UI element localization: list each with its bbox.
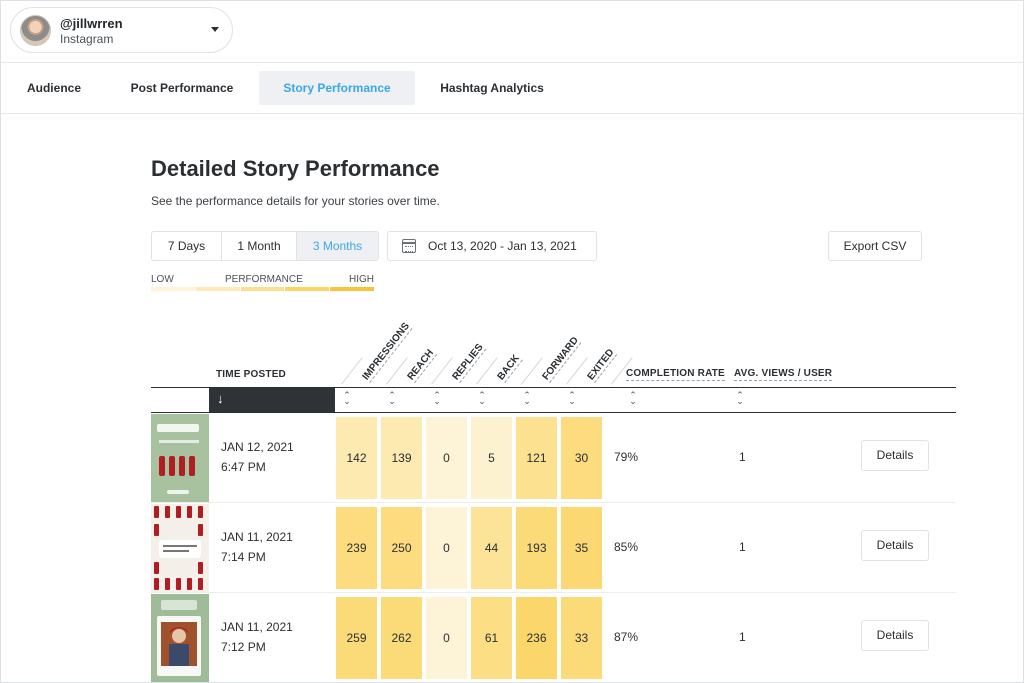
export-csv-button[interactable]: Export CSV [828,231,922,261]
metric-replies: 0 [426,597,467,679]
avatar [20,15,51,46]
range-3-months-button[interactable]: 3 Months [297,232,378,260]
arrow-down-icon: ↓ [217,391,224,406]
metric-replies: 0 [426,417,467,499]
sort-icon[interactable]: ⌃ ⌄ [736,390,744,406]
column-impressions[interactable]: IMPRESSIONS [360,320,413,383]
metric-back: 5 [471,417,512,499]
metric-reach: 139 [381,417,422,499]
tab-hashtag-analytics[interactable]: Hashtag Analytics [440,81,544,95]
metric-impressions: 259 [336,597,377,679]
range-7-days-button[interactable]: 7 Days [152,232,222,260]
header-divider [566,357,588,385]
account-bar: @jillwrren Instagram [1,1,1023,63]
metric-impressions: 142 [336,417,377,499]
header-divider [431,357,453,385]
page-subtitle: See the performance details for your sto… [151,194,440,208]
account-network: Instagram [60,32,114,46]
date-range-picker[interactable]: Oct 13, 2020 - Jan 13, 2021 [387,231,597,261]
sort-icon[interactable]: ⌃ ⌄ [433,390,441,406]
metric-impressions: 239 [336,507,377,589]
legend-performance-label: PERFORMANCE [225,274,303,285]
sort-icon[interactable]: ⌃ ⌄ [568,390,576,406]
metric-reach: 250 [381,507,422,589]
metric-exited: 35 [561,507,602,589]
page-title: Detailed Story Performance [151,156,440,181]
story-thumbnail[interactable] [151,414,209,502]
range-1-month-button[interactable]: 1 Month [222,232,297,260]
completion-rate: 79% [614,450,639,464]
column-avg-views[interactable]: AVG. VIEWS / USER [734,368,833,381]
metric-back: 44 [471,507,512,589]
avg-views: 1 [739,540,746,554]
account-handle: @jillwrren [60,16,123,31]
legend-low-label: LOW [151,274,174,285]
row-date: JAN 11, 2021 [221,620,293,634]
calendar-icon [402,239,416,253]
date-range-text: Oct 13, 2020 - Jan 13, 2021 [428,239,577,253]
row-date: JAN 11, 2021 [221,530,293,544]
metric-replies: 0 [426,507,467,589]
legend-swatch [151,287,195,291]
sort-icon[interactable]: ⌃ ⌄ [388,390,396,406]
legend-swatch [240,287,285,291]
metric-exited: 30 [561,417,602,499]
header-divider [151,412,956,413]
column-forward[interactable]: FORWARD [540,335,582,383]
metric-forward: 121 [516,417,557,499]
details-button[interactable]: Details [861,620,929,651]
header-divider [476,357,498,385]
header-divider [341,357,363,385]
details-button[interactable]: Details [861,530,929,561]
analytics-tabs: Audience Post Performance Story Performa… [1,63,1023,114]
header-divider [386,357,408,385]
row-time: 6:47 PM [221,460,266,474]
metric-exited: 33 [561,597,602,679]
tab-story-performance[interactable]: Story Performance [259,71,415,105]
tab-post-performance[interactable]: Post Performance [130,81,234,95]
metric-forward: 193 [516,507,557,589]
table-row: JAN 11, 2021 7:12 PM 259 262 0 61 236 33… [151,593,956,682]
chevron-down-icon [211,27,219,32]
metric-back: 61 [471,597,512,679]
column-exited[interactable]: EXITED [585,347,618,383]
legend-swatch [285,287,330,291]
performance-legend-bar [151,287,375,291]
row-date: JAN 12, 2021 [221,440,294,454]
details-button[interactable]: Details [861,440,929,471]
legend-swatch [330,287,374,291]
avg-views: 1 [739,450,746,464]
completion-rate: 85% [614,540,639,554]
column-time-posted[interactable]: TIME POSTED [216,369,286,380]
sort-time-posted-active[interactable] [209,388,335,412]
table-row: JAN 11, 2021 7:14 PM 239 250 0 44 193 35… [151,503,956,593]
tab-audience[interactable]: Audience [26,81,81,95]
column-reach[interactable]: REACH [405,347,437,383]
avg-views: 1 [739,630,746,644]
completion-rate: 87% [614,630,639,644]
sort-icon[interactable]: ⌃ ⌄ [478,390,486,406]
metric-forward: 236 [516,597,557,679]
legend-swatch [195,287,240,291]
table-row: JAN 12, 2021 6:47 PM 142 139 0 5 121 30 … [151,413,956,503]
header-divider [151,387,956,388]
sort-icon[interactable]: ⌃ ⌄ [629,390,637,406]
range-selector: 7 Days 1 Month 3 Months [151,231,379,261]
column-completion-rate[interactable]: COMPLETION RATE [626,368,725,381]
story-thumbnail[interactable] [151,504,209,592]
account-switcher[interactable]: @jillwrren Instagram [10,7,233,53]
row-time: 7:12 PM [221,640,266,654]
header-divider [521,357,543,385]
sort-icon[interactable]: ⌃ ⌄ [523,390,531,406]
story-thumbnail[interactable] [151,594,209,682]
legend-high-label: HIGH [349,274,374,285]
metric-reach: 262 [381,597,422,679]
sort-icon[interactable]: ⌃ ⌄ [343,390,351,406]
column-back[interactable]: BACK [495,352,523,383]
row-time: 7:14 PM [221,550,266,564]
